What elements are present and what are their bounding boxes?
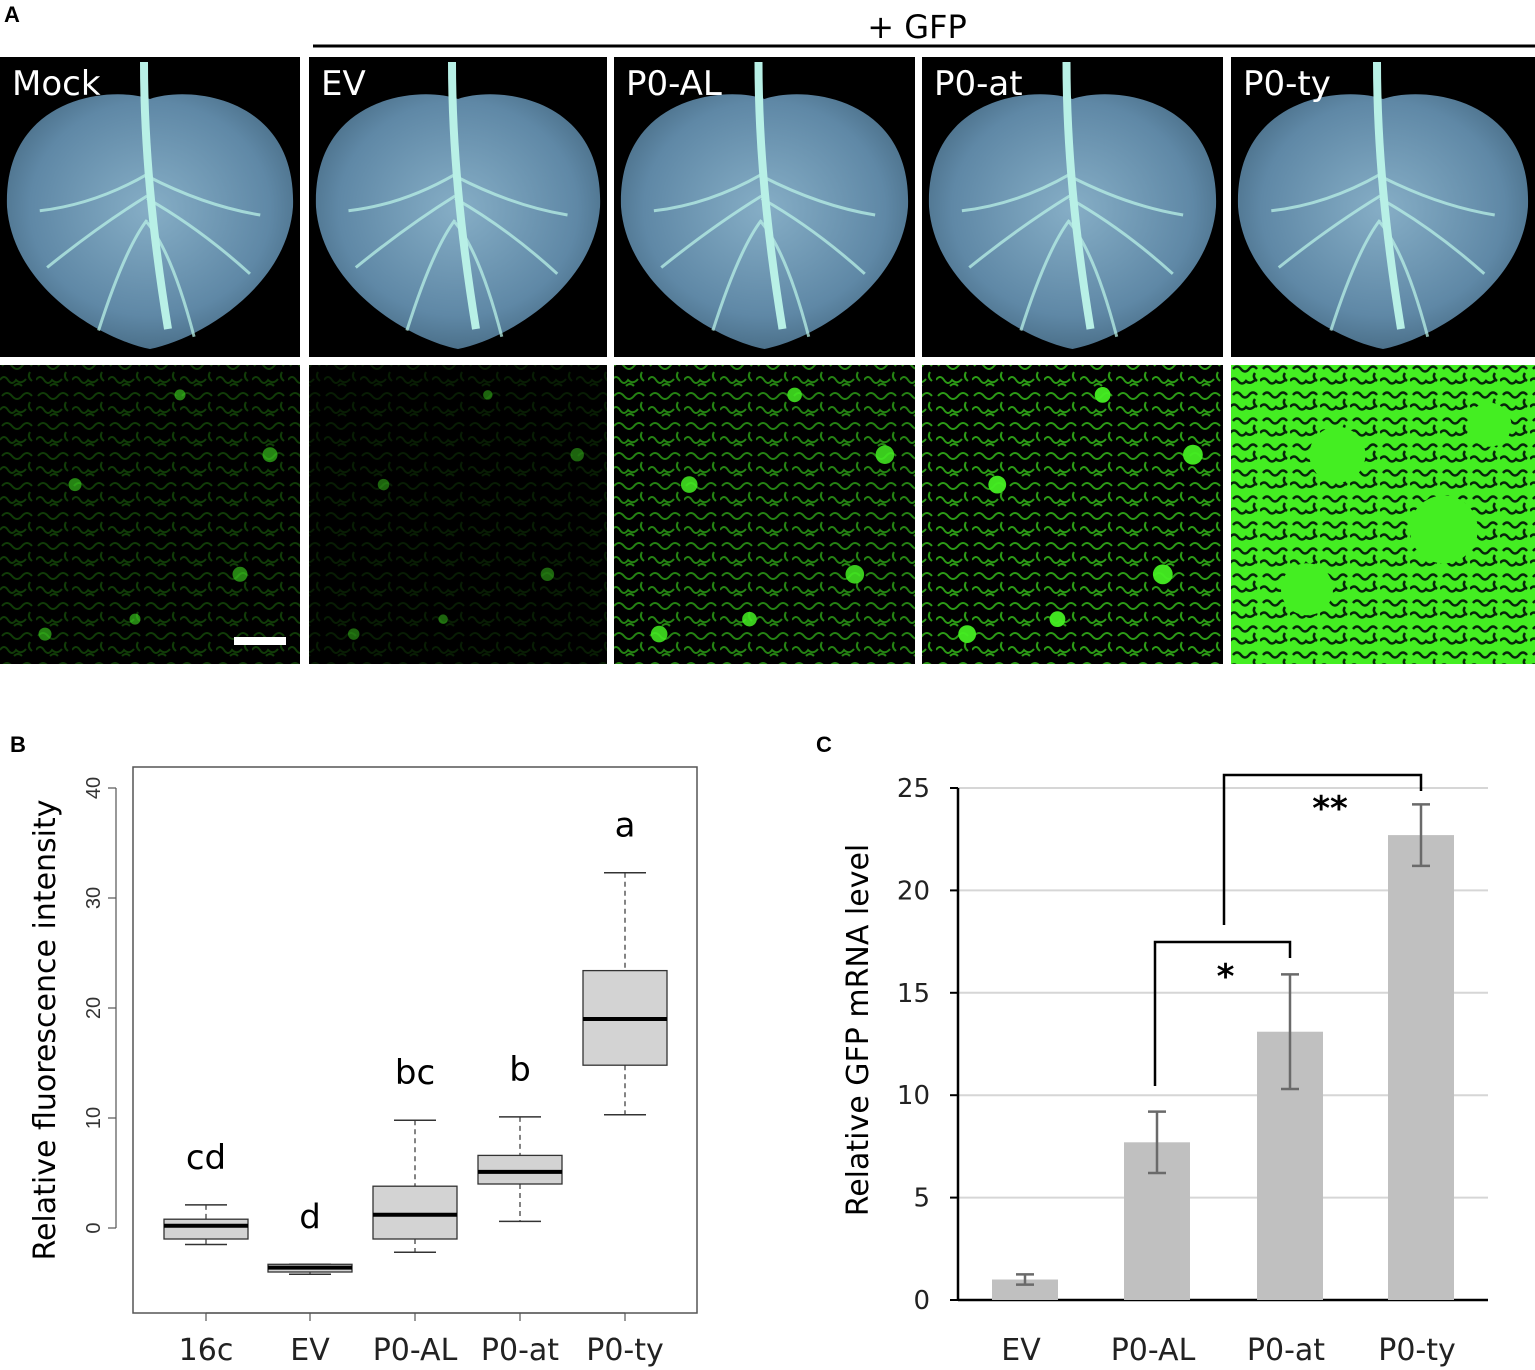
y-axis-label: Relative GFP mRNA level [841,844,876,1217]
x-tick-label: EV [290,1333,330,1368]
box-p0-al [372,1119,458,1253]
y-tick-label: 10 [83,1107,105,1129]
y-tick-label: 30 [83,887,105,909]
y-tick-label: 15 [897,979,930,1009]
significance-letter: a [615,806,636,846]
leaf-photo-mock: Mock [0,57,300,357]
leaf-photo-p0-at: P0-at [922,57,1223,357]
x-tick-label: P0-ty [1378,1333,1456,1368]
significance-bracket [1153,940,1292,1086]
leaf-photo-p0-ty: P0-ty [1231,57,1535,357]
y-tick-label: 0 [83,1222,105,1233]
x-tick-label: P0-AL [373,1333,458,1368]
panel-a-images: Mock EV P0-AL P0-at P0-ty [0,57,1535,664]
leaf-label: P0-ty [1243,64,1331,104]
bar-p0-ty [1388,835,1454,1300]
bar-chart: Relative GFP mRNA level 0 5 10 15 20 25 EV P0-A… [841,773,1488,1368]
x-tick-label: P0-AL [1111,1333,1196,1368]
leaf-label: EV [321,64,366,104]
gfp-group-label: + GFP [867,8,966,46]
y-tick-label: 40 [83,777,105,799]
x-tick-label: P0-ty [586,1333,664,1368]
error-bar [1148,1110,1166,1175]
significance-letter: bc [395,1053,435,1093]
error-bar [1412,803,1430,868]
box-ev [267,1263,353,1275]
y-tick-label: 10 [897,1081,930,1111]
significance-letter: b [509,1050,531,1090]
significance-letter: d [299,1197,321,1237]
significance-star: ** [1312,789,1348,829]
y-tick-label: 25 [897,774,930,804]
gfp-micrograph-p0-ty [1231,365,1535,664]
x-tick-label: EV [1001,1333,1041,1368]
gfp-micrograph-mock [0,365,300,664]
box-plot-chart: Relative fluorescence intensity 0 10 20 30 4… [28,766,698,1368]
bar-ev [992,1279,1058,1300]
gfp-micrograph-p0-at [922,365,1223,664]
gfp-micrograph-p0-al [614,365,915,664]
x-tick-label: 16c [179,1333,234,1368]
y-tick-label: 0 [913,1286,930,1316]
significance-bracket [1222,773,1423,925]
x-tick-label: P0-at [481,1333,559,1368]
y-tick-label: 20 [83,997,105,1019]
scale-bar [234,637,286,645]
panel-a-letter: A [4,2,20,27]
box-p0-at [477,1116,563,1223]
box-p0-ty [582,871,668,1116]
leaf-photo-ev: EV [309,57,607,357]
leaf-label: P0-at [934,64,1023,104]
panel-c-letter: C [816,732,832,757]
y-axis-label: Relative fluorescence intensity [28,799,63,1260]
y-tick-label: 5 [913,1184,930,1214]
leaf-photo-p0-al: P0-AL [614,57,915,357]
gfp-micrograph-ev [309,365,607,664]
panel-b-letter: B [10,732,26,757]
box-16c [163,1204,249,1246]
y-tick-label: 20 [897,876,930,906]
leaf-label: P0-AL [626,64,722,104]
leaf-label: Mock [12,64,101,104]
x-tick-label: P0-at [1247,1333,1325,1368]
error-bar [1016,1273,1034,1286]
error-bar [1281,973,1299,1091]
significance-star: * [1217,957,1235,997]
significance-letter: cd [186,1138,226,1178]
